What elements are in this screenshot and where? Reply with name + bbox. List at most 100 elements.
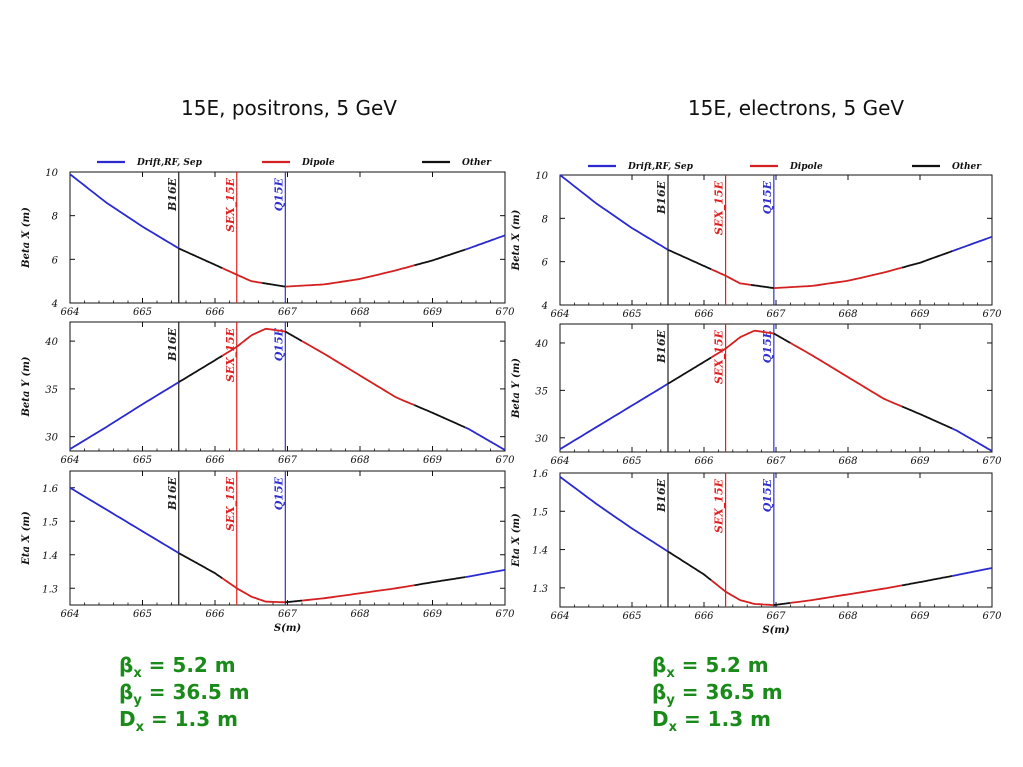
series-segment-drift [69,486,180,554]
element-label-b16e: B16E [655,180,668,215]
x-tick-label: 667 [766,611,786,622]
x-tick-label: 665 [133,455,152,466]
panel-1-1: 664 665 666 667 668 669 670 30 35 40 Beta Y (m) B16… [511,323,1002,467]
x-tick-label: 666 [205,307,225,318]
x-tick-label: 664 [550,611,569,622]
y-tick-label: 1.6 [42,484,59,495]
summary-dispersion-x-electrons: Dx = 1.3 m [652,706,771,741]
summary-beta-y-positrons: βy = 36.5 m [119,679,250,714]
y-tick-label: 30 [535,434,548,445]
legend-label-dipole: Dipole [301,158,335,168]
series-segment-drift [952,427,993,452]
x-tick-label: 666 [205,455,225,466]
value: = 36.5 m [141,680,250,704]
plot-grid: Drift,RF, Sep Dipole Other Drift,RF, Sep Dip… [21,158,1002,636]
series-segment-drift [464,426,506,451]
panel-0-2: 664 665 666 667 668 669 670 1.3 1.4 1.5 1.6 Eta X (… [21,470,515,634]
plot-frame [69,321,506,452]
y-axis-label: Beta Y (m) [511,358,522,419]
subscript: x [133,666,142,681]
element-label-sex-15e: SEX_15E [224,177,238,232]
element-label-q15e: Q15E [272,327,285,361]
y-tick-label: 1.4 [532,546,548,557]
y-tick-label: 1.6 [532,469,549,480]
y-axis-label: Beta X (m) [21,207,32,269]
y-tick-label: 4 [51,299,58,310]
y-tick-label: 8 [52,212,58,223]
series-segment-drift [952,567,993,577]
x-tick-label: 669 [910,456,930,467]
x-tick-label: 667 [278,307,298,318]
series-segment-dipole [773,266,903,289]
element-label-b16e: B16E [655,478,668,513]
x-tick-label: 670 [495,455,515,466]
series-segment-dipole [710,268,751,286]
y-tick-label: 1.5 [532,507,548,518]
summary-beta-x-electrons: βx = 5.2 m [652,652,769,687]
x-tick-label: 667 [278,609,298,620]
element-label-b16e: B16E [655,329,668,364]
y-tick-label: 35 [45,385,58,396]
x-axis-label: S(m) [762,625,790,636]
element-label-sex-15e: SEX_15E [224,327,238,382]
subscript: x [135,720,144,735]
series-segment-drift [559,476,669,553]
x-tick-label: 664 [550,309,569,320]
panel-1-2: 664 665 666 667 668 669 670 1.3 1.4 1.5 1.6 Eta X (… [511,469,1002,636]
series-segment-other [284,330,303,342]
x-tick-label: 670 [495,609,515,620]
y-tick-label: 10 [535,171,548,182]
y-tick-label: 6 [542,258,549,269]
series-segment-other [667,550,712,581]
summary-dispersion-x-positrons: Dx = 1.3 m [119,706,238,741]
y-tick-label: 1.5 [42,517,58,528]
series-segment-other [773,602,791,606]
element-label-sex-15e: SEX_15E [713,180,727,235]
plot-frame [559,174,993,306]
symbol: D [119,707,136,731]
x-tick-label: 668 [350,609,369,620]
element-label-q15e: Q15E [761,329,774,363]
y-tick-label: 4 [541,301,548,312]
element-label-sex-15e: SEX_15E [224,476,238,531]
series-segment-other [667,356,712,385]
legend-label-dipole: Dipole [789,162,823,172]
x-tick-label: 670 [982,309,1002,320]
legend-label-drift: Drift,RF, Sep [627,162,694,172]
value: = 5.2 m [141,653,236,677]
y-axis-label: Eta X (m) [21,511,32,566]
x-tick-label: 668 [838,611,857,622]
symbol: β [119,680,134,704]
x-tick-label: 670 [982,611,1002,622]
series-segment-other [178,552,223,579]
y-axis-label: Eta X (m) [511,513,522,568]
series-segment-drift [69,173,180,250]
plot-frame [69,470,506,606]
symbol: D [652,707,669,731]
symbol: β [652,653,667,677]
series-segment-other [414,404,466,429]
series-segment-other [178,247,223,269]
element-label-q15e: Q15E [761,478,774,512]
x-tick-label: 667 [278,455,298,466]
series-segment-drift [464,234,506,251]
x-tick-label: 666 [694,456,714,467]
subscript: x [668,720,677,735]
panel-1-0: 664 665 666 667 668 669 670 4 6 8 10 Beta X (m) B16E… [511,171,1002,320]
series-segment-drift [464,568,506,578]
x-tick-label: 667 [766,456,786,467]
y-tick-label: 1.3 [42,584,58,595]
x-tick-label: 668 [350,455,369,466]
series-segment-other [261,282,286,288]
x-tick-label: 664 [60,307,79,318]
element-label-sex-15e: SEX_15E [713,478,727,533]
y-tick-label: 1.4 [42,551,58,562]
x-tick-label: 668 [838,309,857,320]
plot-frame [559,323,993,453]
legend-col-1: Drift,RF, Sep Dipole Other [588,162,982,172]
summary-beta-y-electrons: βy = 36.5 m [652,679,783,714]
y-tick-label: 40 [534,339,548,350]
x-tick-label: 667 [766,309,786,320]
x-tick-label: 670 [982,456,1002,467]
column-title-positrons: 15E, positrons, 5 GeV [181,96,397,120]
